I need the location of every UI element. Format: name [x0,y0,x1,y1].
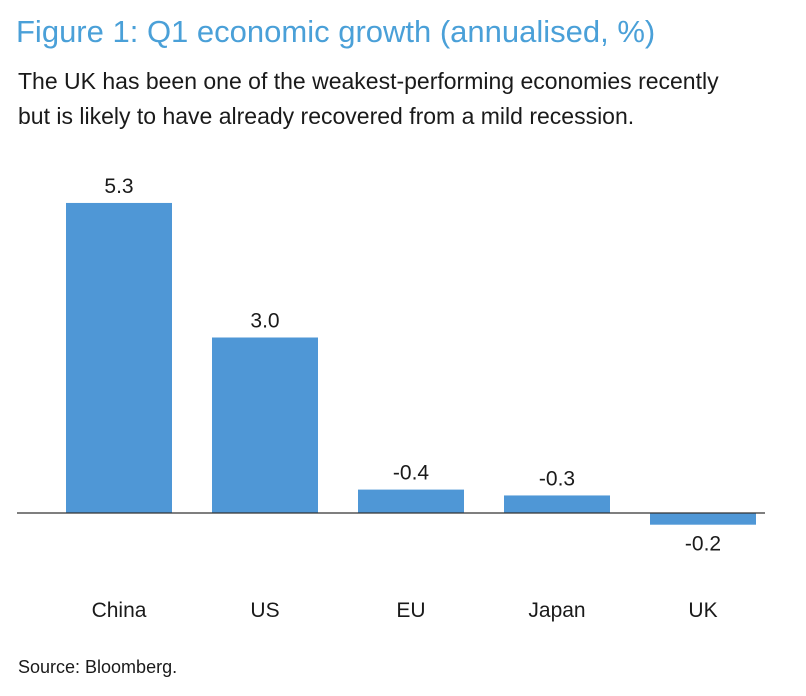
bar-eu [358,489,464,513]
data-label-china: 5.3 [104,175,133,198]
category-label-eu: EU [396,599,425,622]
data-label-eu: -0.4 [393,462,430,485]
data-label-us: 3.0 [250,310,279,333]
category-label-japan: Japan [528,599,585,622]
data-label-japan: -0.3 [539,467,575,490]
subtitle-line-1: The UK has been one of the weakest-perfo… [18,68,719,94]
category-label-uk: UK [688,599,717,622]
bar-china [66,202,172,513]
figure-subtitle: The UK has been one of the weakest-perfo… [18,64,798,134]
bar-japan [504,495,610,513]
subtitle-line-2: but is likely to have already recovered … [18,103,635,129]
bar-us [212,337,318,513]
category-label-us: US [250,599,279,622]
figure-title: Figure 1: Q1 economic growth (annualised… [16,14,656,49]
bar-uk [650,513,756,525]
data-label-uk: -0.2 [685,533,721,556]
category-label-china: China [92,599,147,622]
source-note: Source: Bloomberg. [18,657,178,677]
